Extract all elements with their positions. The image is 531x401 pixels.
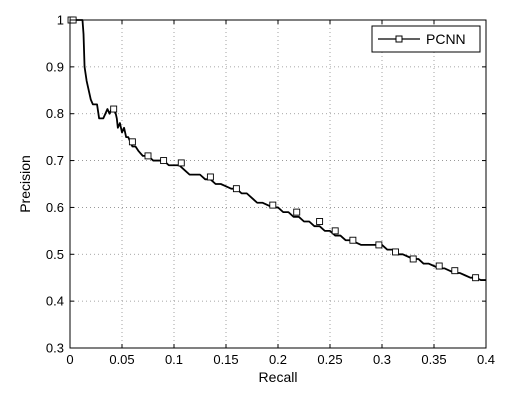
x-tick-label: 0.25 [317, 352, 342, 367]
x-tick-label: 0 [66, 352, 73, 367]
series-point-marker [232, 185, 240, 193]
series-point-marker [472, 274, 480, 282]
legend-square-marker [395, 35, 403, 43]
x-tick-label: 0.35 [421, 352, 446, 367]
x-tick-label: 0.1 [165, 352, 183, 367]
series-point-marker [144, 152, 152, 160]
series-point-marker [392, 248, 399, 256]
series-point-marker [128, 138, 136, 146]
x-tick-label: 0.2 [269, 352, 287, 367]
y-tick-label: 1 [57, 13, 64, 28]
y-axis-title: Precision [17, 155, 33, 213]
series-point-marker [110, 105, 118, 113]
series-point-marker [177, 159, 185, 167]
series-point-marker [409, 255, 417, 263]
series-point-marker [451, 267, 459, 275]
series-point-marker [160, 157, 168, 165]
x-tick-label: 0.05 [109, 352, 134, 367]
series-point-marker [435, 262, 443, 270]
y-tick-label: 0.7 [46, 153, 64, 168]
y-tick-label: 0.9 [46, 59, 64, 74]
series-point-marker [331, 227, 339, 235]
x-tick-label: 0.3 [373, 352, 391, 367]
legend: PCNN [371, 25, 481, 53]
series-point-marker [349, 236, 357, 244]
series-point-marker [269, 201, 277, 209]
x-tick-label: 0.4 [477, 352, 495, 367]
legend-series-name: PCNN [426, 31, 466, 47]
y-tick-label: 0.4 [46, 294, 64, 309]
y-tick-label: 0.3 [46, 341, 64, 356]
tick-labels: 0 0.05 0.1 0.15 0.2 0.25 0.3 0.35 0.4 0.3 0.4 0.5 0.… [46, 13, 495, 368]
x-tick-label: 0.15 [213, 352, 238, 367]
y-tick-label: 0.5 [46, 247, 64, 262]
series-point-marker [316, 218, 324, 225]
series-point-marker [375, 241, 383, 249]
tick-marks [69, 19, 487, 349]
y-tick-label: 0.6 [46, 200, 64, 215]
series-point-marker [206, 173, 214, 181]
x-axis-title: Recall [259, 369, 298, 385]
series-point-marker [293, 208, 301, 216]
y-tick-label: 0.8 [46, 106, 64, 121]
